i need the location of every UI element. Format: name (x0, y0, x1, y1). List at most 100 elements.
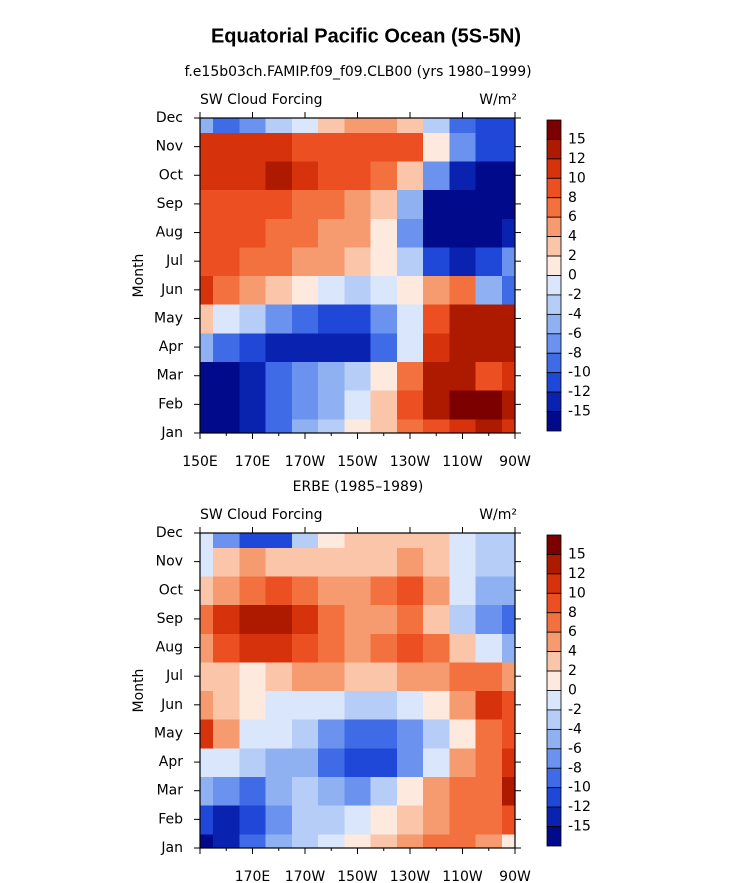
contour-cell (501, 575, 516, 606)
contour-cell (501, 304, 516, 334)
x-tick-label: 130W (390, 454, 431, 470)
contour-cell (200, 776, 214, 806)
contour-cell (396, 776, 424, 806)
contour-cell (396, 633, 424, 663)
contour-cell (291, 805, 319, 835)
contour-cell (449, 132, 477, 162)
contour-cell (449, 575, 477, 606)
contour-cell (200, 390, 214, 420)
contour-cell (475, 118, 503, 133)
contour-cell (291, 189, 319, 219)
contour-cell (291, 160, 319, 191)
colorbar-label: -8 (568, 345, 582, 361)
contour-cell (370, 189, 398, 219)
y-tick-label: Jun (160, 697, 183, 713)
contour-cell (423, 132, 450, 162)
contour-cell (396, 661, 424, 692)
colorbar-label: -6 (568, 326, 582, 342)
colorbar-label: 12 (568, 151, 586, 167)
contour-cell (318, 418, 345, 434)
contour-cell (239, 633, 267, 663)
contour-cell (291, 132, 319, 162)
y-tick-label: Jan (160, 840, 183, 856)
contour-cell (423, 246, 450, 277)
contour-cell (423, 118, 450, 133)
contour-cell (265, 833, 293, 849)
colorbar-label: 0 (568, 683, 577, 699)
contour-cell (200, 304, 214, 334)
contour-cell (318, 332, 345, 363)
contour-cell (501, 160, 516, 191)
x-tick-label: 150E (182, 454, 218, 470)
contour-cell (475, 304, 503, 334)
contour-cell (475, 275, 503, 305)
x-tick-label: 170W (285, 454, 326, 470)
contour-cell (370, 361, 398, 391)
contour-cell (291, 633, 319, 663)
contour-cell (239, 833, 267, 849)
contour-cell (239, 246, 267, 277)
x-tick-label: 170E (235, 869, 271, 883)
colorbar-label: -4 (568, 721, 582, 737)
colorbar-box (546, 411, 562, 432)
colorbar-label: 6 (568, 624, 577, 640)
contour-cell (213, 690, 240, 720)
contour-cell (501, 361, 516, 391)
colorbar-label: -12 (568, 384, 591, 400)
contour-cell (200, 690, 214, 720)
colorbar-box (546, 651, 562, 672)
contour-cell (291, 547, 319, 577)
contour-cell (200, 189, 214, 219)
contour-cell (501, 833, 516, 849)
contour-cell (449, 533, 477, 548)
contour-cell (344, 633, 372, 663)
colorbar-box (546, 787, 562, 808)
contour-cell (396, 575, 424, 606)
contour-cell (291, 776, 319, 806)
contour-cell (265, 776, 293, 806)
contour-cell (265, 160, 293, 191)
contour-cell (200, 719, 214, 749)
colorbar-box (546, 690, 562, 711)
contour-cell (501, 690, 516, 720)
contour-cell (449, 633, 477, 663)
contour-cell (239, 189, 267, 219)
contour-cell (344, 418, 372, 434)
y-axis-label: Month (131, 669, 147, 713)
colorbar-box (546, 391, 562, 412)
y-tick-label: Dec (156, 110, 183, 126)
contour-cell (265, 189, 293, 219)
contour-cell (200, 661, 214, 692)
contour-cell (200, 361, 214, 391)
contour-cell (239, 218, 267, 248)
y-tick-label: Mar (157, 368, 184, 384)
contour-cell (423, 189, 450, 219)
contour-cell (200, 833, 214, 849)
contour-cell (318, 575, 345, 606)
contour-cell (213, 332, 240, 363)
contour-cell (396, 304, 424, 334)
contour-cell (265, 805, 293, 835)
contour-cell (318, 661, 345, 692)
contour-cell (318, 776, 345, 806)
contour-cell (344, 833, 372, 849)
contour-cell (449, 189, 477, 219)
colorbar-label: -12 (568, 799, 591, 815)
contour-cell (449, 747, 477, 778)
contour-cell (423, 547, 450, 577)
contour-cell (449, 833, 477, 849)
contour-cell (423, 604, 450, 634)
contour-cell (396, 390, 424, 420)
contour-cell (200, 246, 214, 277)
contour-cell (396, 189, 424, 219)
contour-cell (475, 189, 503, 219)
x-tick-label: 170W (285, 869, 326, 883)
contour-cell (239, 304, 267, 334)
contour-cell (370, 304, 398, 334)
y-tick-label: Jul (165, 668, 183, 684)
contour-cell (200, 633, 214, 663)
contour-cell (318, 690, 345, 720)
contour-cell (239, 719, 267, 749)
contour-cell (423, 361, 450, 391)
contour-cell (501, 633, 516, 663)
